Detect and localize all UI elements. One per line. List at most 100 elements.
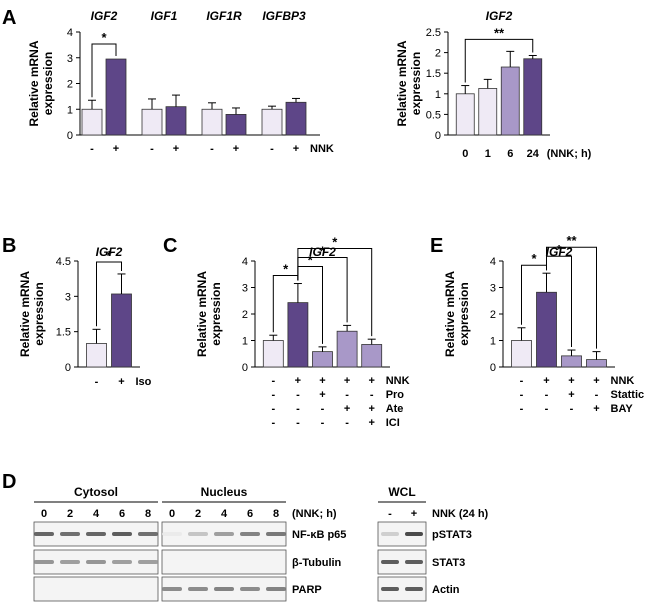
y-tick-label: 0.5 xyxy=(426,109,441,121)
y-tick-label: 4 xyxy=(490,256,496,268)
bar xyxy=(455,93,475,136)
blot-band xyxy=(112,560,132,564)
y-tick-label: 0 xyxy=(242,362,248,374)
significance-bracket xyxy=(464,38,534,83)
significance-bracket xyxy=(297,248,373,337)
chart-a1: 0 1 2 3 4 Relative mRNAexpression IGF2 IGF1 IGF1… xyxy=(27,9,334,155)
blot-label: Actin xyxy=(432,584,460,596)
bar xyxy=(111,293,132,368)
blot-band xyxy=(60,560,80,564)
y-tick-label: 2 xyxy=(67,79,73,91)
blot-label: NF-κB p65 xyxy=(292,529,346,541)
design-cell: + xyxy=(344,375,350,387)
y-tick-label: 0 xyxy=(65,362,71,374)
design-cell: + xyxy=(368,375,374,387)
y-axis-label: Relative mRNAexpression xyxy=(395,40,423,126)
blot-box-nucleus xyxy=(161,549,287,575)
group-title: IGF1 xyxy=(151,9,178,23)
design-row-label: Stattic xyxy=(611,389,645,401)
design-cell: - xyxy=(370,389,374,401)
panel-label-b: B xyxy=(2,235,16,257)
bar xyxy=(105,58,127,136)
x-tick-label: + xyxy=(118,376,124,388)
chart-title: IGF2 xyxy=(96,245,123,259)
blot-label: pSTAT3 xyxy=(432,529,472,541)
y-tick-label: 4 xyxy=(67,27,73,39)
blot-band xyxy=(86,560,106,564)
y-tick-label: 2 xyxy=(435,48,441,60)
significance-bracket xyxy=(91,43,117,98)
x-tick-label: - xyxy=(150,143,154,155)
significance-label: ** xyxy=(566,233,577,248)
significance-label: * xyxy=(101,30,107,45)
blot-band xyxy=(34,532,54,536)
x-tick-label: + xyxy=(293,143,299,155)
design-cell: - xyxy=(271,389,275,401)
y-tick-label: 1 xyxy=(67,104,73,116)
design-row-label: ICI xyxy=(386,417,400,429)
bar xyxy=(511,340,532,368)
bar xyxy=(336,330,358,368)
bar xyxy=(261,108,283,136)
blot-band xyxy=(381,587,399,591)
blot-label: β-Tubulin xyxy=(292,557,342,569)
design-cell: + xyxy=(568,389,574,401)
blot-box-cytosol xyxy=(33,576,159,602)
x-tick-label: - xyxy=(210,143,214,155)
y-tick-label: 3 xyxy=(65,291,71,303)
blot-band xyxy=(240,587,260,591)
nucleus-title: Nucleus xyxy=(201,485,248,499)
blot-band xyxy=(381,532,399,536)
blot-band xyxy=(381,560,399,564)
blot-band xyxy=(112,532,132,536)
design-cell: - xyxy=(520,403,524,415)
bar xyxy=(500,66,520,136)
blot-band xyxy=(405,560,423,564)
y-tick-label: 1.5 xyxy=(56,327,71,339)
design-cell: - xyxy=(321,417,325,429)
x-tick-label: - xyxy=(95,376,99,388)
blot-band xyxy=(214,532,234,536)
bar xyxy=(361,344,383,368)
lane-label: 6 xyxy=(247,508,253,520)
bar xyxy=(523,58,543,136)
y-tick-label: 3 xyxy=(490,283,496,295)
design-cell: + xyxy=(319,389,325,401)
group-title: IGF2 xyxy=(91,9,118,23)
significance-label: * xyxy=(283,262,289,277)
design-cell: - xyxy=(345,417,349,429)
panel-label-d: D xyxy=(2,471,16,493)
blot-band xyxy=(188,587,208,591)
bar xyxy=(285,101,307,136)
y-tick-label: 3 xyxy=(242,283,248,295)
cytosol-title: Cytosol xyxy=(74,485,118,499)
significance-label: ** xyxy=(494,25,505,40)
x-tick-label: 0 xyxy=(462,148,468,160)
y-tick-label: 1 xyxy=(490,336,496,348)
design-cell: - xyxy=(296,417,300,429)
lane-label: 0 xyxy=(41,508,47,520)
lane-label: 8 xyxy=(273,508,279,520)
blot-band xyxy=(162,532,182,536)
lane-label: 8 xyxy=(145,508,151,520)
bar xyxy=(287,302,309,368)
lane-label: 4 xyxy=(93,508,100,520)
design-cell: - xyxy=(345,389,349,401)
blot-band xyxy=(138,532,158,536)
y-axis-label: Relative mRNAexpression xyxy=(27,40,55,126)
bar xyxy=(201,108,223,136)
y-tick-label: 4 xyxy=(242,256,248,268)
design-row-label: BAY xyxy=(611,403,634,415)
x-tick-label: + xyxy=(173,143,179,155)
bar xyxy=(141,108,163,136)
design-cell: + xyxy=(543,375,549,387)
design-cell: - xyxy=(520,389,524,401)
design-cell: - xyxy=(545,403,549,415)
design-cell: + xyxy=(319,375,325,387)
design-cell: - xyxy=(296,403,300,415)
y-axis-label: Relative mRNAexpression xyxy=(18,271,46,357)
chart-title: IGF2 xyxy=(546,245,573,259)
blot-band xyxy=(86,532,106,536)
